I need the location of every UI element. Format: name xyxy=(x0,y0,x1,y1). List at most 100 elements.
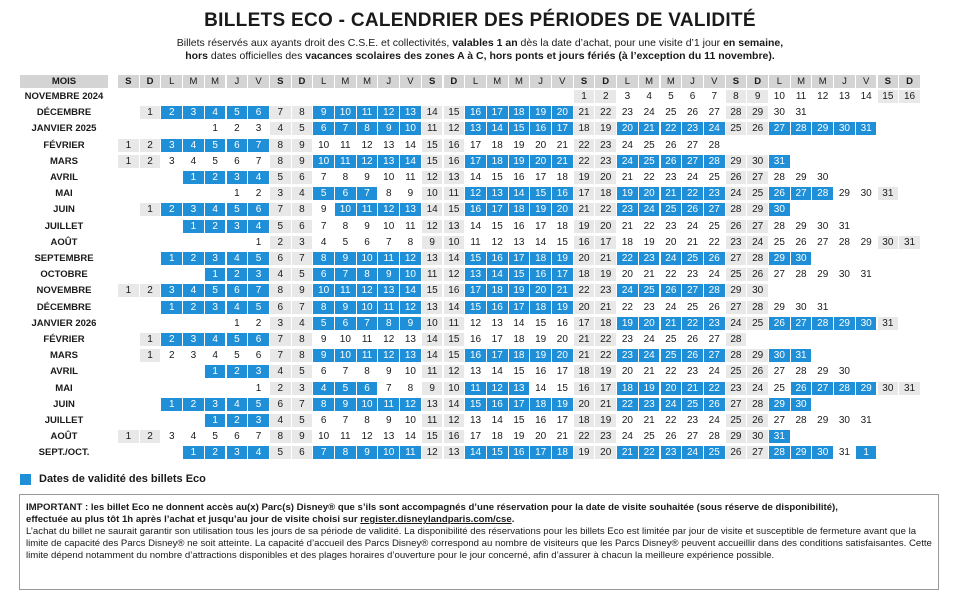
day-header: M xyxy=(508,75,530,88)
day-cell: 21 xyxy=(573,106,595,120)
day-cell: 11 xyxy=(335,284,356,298)
day-cell: 7 xyxy=(248,138,269,152)
day-cell: 4 xyxy=(204,333,226,346)
day-cell: 31 xyxy=(899,235,920,249)
day-cell: 1 xyxy=(204,365,226,379)
day-cell: 14 xyxy=(443,252,465,265)
day-cell: 29 xyxy=(817,269,829,281)
day-cell: 1 xyxy=(139,106,161,120)
day-cell: 15 xyxy=(421,284,443,298)
day-header: S xyxy=(118,75,139,88)
day-cell: 29 xyxy=(769,252,790,265)
day-cell: 12 xyxy=(443,365,465,379)
day-cell: 25 xyxy=(643,431,655,443)
day-cell: 16 xyxy=(552,187,573,201)
day-cell: 21 xyxy=(595,397,617,411)
day-cell: 8 xyxy=(356,122,378,136)
day-cell: 2 xyxy=(183,397,204,411)
day-cell: 15 xyxy=(556,236,568,248)
day-cell: 12 xyxy=(443,414,465,427)
day-cell: 3 xyxy=(226,446,248,460)
day-cell: 9 xyxy=(364,220,370,232)
day-cell: 16 xyxy=(899,90,920,103)
day-cell: 21 xyxy=(682,381,703,395)
day-cell: 12 xyxy=(443,268,465,282)
day-cell: 30 xyxy=(795,301,807,313)
day-cell: 23 xyxy=(665,220,677,232)
month-label: MARS xyxy=(50,155,78,167)
day-cell: 9 xyxy=(335,397,356,411)
day-cell: 5 xyxy=(313,316,334,330)
day-cell: 18 xyxy=(617,381,638,395)
day-cell: 30 xyxy=(747,154,768,168)
day-cell: 26 xyxy=(665,431,677,443)
day-cell: 29 xyxy=(769,397,790,411)
day-cell: 2 xyxy=(269,381,291,395)
day-cell: 10 xyxy=(421,187,443,201)
day-cell: 23 xyxy=(703,316,725,330)
day-cell: 11 xyxy=(795,91,807,102)
day-header: M xyxy=(790,75,812,88)
day-cell: 14 xyxy=(469,220,482,232)
day-cell: 4 xyxy=(248,219,269,233)
month-label: FÉVRIER xyxy=(43,334,85,345)
day-cell: 5 xyxy=(226,106,248,120)
day-cell: 7 xyxy=(385,382,392,394)
day-cell: 3 xyxy=(269,316,291,330)
day-cell: 27 xyxy=(773,269,785,281)
day-cell: 16 xyxy=(535,366,547,378)
day-cell: 29 xyxy=(795,220,807,232)
day-cell: 1 xyxy=(255,236,262,248)
day-cell: 12 xyxy=(378,106,400,120)
day-cell: 25 xyxy=(725,414,747,427)
month-header: MOIS xyxy=(20,75,108,88)
day-cell: 26 xyxy=(665,139,677,151)
day-cell: 30 xyxy=(817,172,829,183)
day-cell: 25 xyxy=(660,349,682,363)
day-cell: 13 xyxy=(378,154,400,168)
day-cell: 8 xyxy=(291,203,313,217)
day-cell: 26 xyxy=(769,316,790,330)
day-header: S xyxy=(725,75,747,88)
day-cell: 4 xyxy=(226,252,248,265)
day-cell: 7 xyxy=(291,397,313,411)
day-cell: 28 xyxy=(703,284,725,298)
day-cell: 23 xyxy=(643,301,655,313)
day-cell: 14 xyxy=(535,382,547,394)
register-link[interactable]: register.disneylandparis.com/cse xyxy=(360,514,512,525)
day-cell: 24 xyxy=(725,316,747,330)
day-cell: 29 xyxy=(795,172,807,183)
day-cell: 31 xyxy=(769,430,790,444)
day-cell: 1 xyxy=(255,382,262,394)
day-cell: 9 xyxy=(320,334,327,345)
day-cell: 10 xyxy=(383,220,395,232)
day-cell: 14 xyxy=(486,268,508,282)
day-cell: 4 xyxy=(204,106,226,120)
day-cell: 16 xyxy=(573,381,595,395)
day-cell: 1 xyxy=(161,300,183,314)
day-cell: 3 xyxy=(226,171,248,184)
day-header: V xyxy=(400,75,421,88)
day-cell: 8 xyxy=(342,220,349,232)
day-cell: 16 xyxy=(513,220,525,232)
day-cell: 10 xyxy=(356,252,378,265)
day-cell: 8 xyxy=(378,316,400,330)
day-cell: 6 xyxy=(269,300,291,314)
day-cell: 17 xyxy=(486,349,508,363)
day-cell: 28 xyxy=(725,333,747,346)
day-cell: 5 xyxy=(204,138,226,152)
day-cell: 16 xyxy=(443,430,465,444)
day-cell: 28 xyxy=(747,397,768,411)
day-cell: 24 xyxy=(682,446,703,460)
day-cell: 31 xyxy=(855,122,877,136)
day-cell: 2 xyxy=(226,268,248,282)
day-cell: 7 xyxy=(269,203,291,217)
day-cell: 2 xyxy=(139,430,161,444)
day-header: V xyxy=(552,75,573,88)
day-header: D xyxy=(747,75,768,88)
day-cell: 16 xyxy=(486,397,508,411)
day-cell: 11 xyxy=(400,446,421,460)
day-cell: 7 xyxy=(255,431,262,443)
day-cell: 7 xyxy=(356,187,378,201)
day-cell: 16 xyxy=(556,317,568,329)
